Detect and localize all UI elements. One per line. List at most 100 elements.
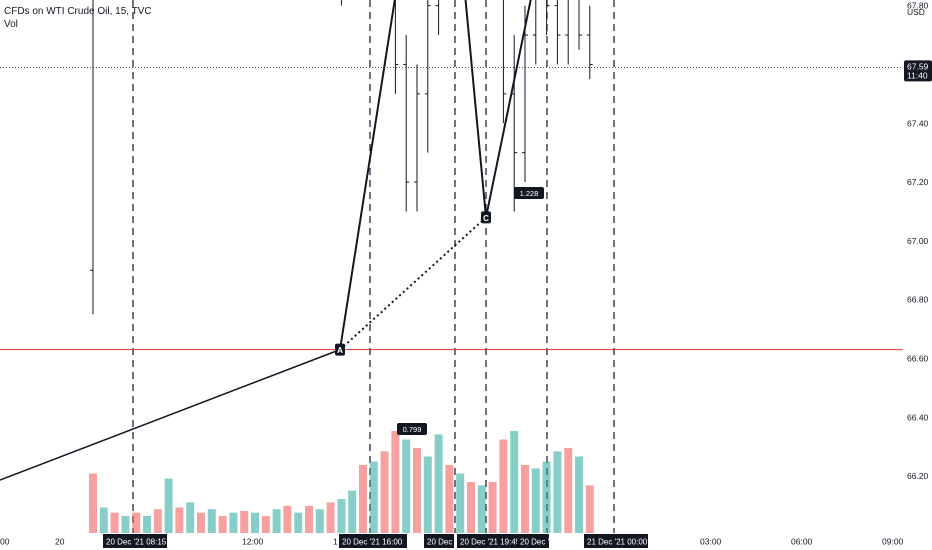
ohlc-bar bbox=[340, 0, 342, 6]
time-label-box bbox=[103, 534, 167, 548]
volume-bar bbox=[521, 465, 529, 533]
price-axis[interactable]: USD70.4070.2070.0069.8069.6069.4069.2069… bbox=[904, 0, 932, 481]
volume-bar bbox=[413, 448, 421, 533]
volume-bar bbox=[531, 468, 540, 533]
volume-bar bbox=[423, 456, 432, 533]
price-tick-label: 67.20 bbox=[907, 177, 929, 187]
volume-bar bbox=[229, 512, 238, 533]
ohlc-bar bbox=[511, 35, 518, 212]
time-label-box bbox=[457, 534, 521, 548]
time-axis-label: 20 bbox=[55, 537, 65, 547]
price-tick-label: 66.40 bbox=[907, 412, 929, 422]
ratio-badge-box bbox=[397, 423, 427, 435]
point-label: C bbox=[483, 214, 489, 223]
volume-bars bbox=[89, 431, 594, 533]
volume-bar bbox=[553, 451, 562, 533]
volume-bar bbox=[542, 461, 551, 533]
time-axis-label: 12:00 bbox=[242, 537, 264, 547]
price-tick-label: 67.40 bbox=[907, 118, 929, 128]
time-axis-label: 09:00 bbox=[882, 537, 904, 547]
price-tick-label: 66.80 bbox=[907, 295, 929, 305]
price-tick-label: 67.80 bbox=[907, 1, 929, 11]
volume-bar bbox=[315, 509, 324, 533]
ohlc-bar bbox=[522, 5, 528, 183]
trend-line[interactable] bbox=[0, 348, 341, 481]
bar-countdown: 11:40 bbox=[907, 70, 928, 80]
ohlc-bar bbox=[90, 0, 94, 315]
ratio-badge-text: 1.228 bbox=[520, 189, 539, 198]
ohlc-bar bbox=[414, 64, 420, 212]
volume-bar bbox=[305, 505, 313, 533]
volume-bar bbox=[89, 473, 97, 533]
ohlc-bar bbox=[502, 0, 507, 124]
volume-bar bbox=[143, 516, 151, 533]
ohlc-bar bbox=[532, 0, 537, 65]
pattern-legs bbox=[339, 0, 532, 350]
time-axis[interactable]: 00 20 20 Dec '21 08:15 12:00 1 20 Dec '21 16:… bbox=[0, 534, 904, 548]
volume-bar bbox=[272, 509, 281, 533]
time-label-box bbox=[584, 534, 648, 548]
volume-bar bbox=[445, 465, 454, 533]
volume-bar bbox=[456, 473, 465, 533]
volume-bar bbox=[186, 502, 195, 533]
time-axis-label: 00 bbox=[0, 537, 10, 547]
ohlc-bar bbox=[403, 35, 410, 212]
time-axis-label: 1 bbox=[333, 537, 338, 547]
volume-bar bbox=[510, 431, 519, 533]
ohlc-bar bbox=[586, 5, 593, 80]
ac-dotted-line bbox=[339, 216, 487, 351]
time-label-text: 20 bbox=[55, 537, 65, 547]
price-axis-background bbox=[903, 0, 932, 533]
volume-bar bbox=[564, 448, 573, 533]
time-axis-label: 03:00 bbox=[700, 537, 722, 547]
ratio-badge-text: 0.799 bbox=[403, 425, 422, 434]
time-label-text: 1 bbox=[333, 537, 338, 547]
time-label-text: 06:00 bbox=[791, 537, 813, 547]
ohlc-bar bbox=[565, 0, 569, 65]
volume-bar bbox=[132, 512, 141, 533]
volume-bar bbox=[337, 499, 346, 533]
symbol-title[interactable]: CFDs on WTI Crude Oil, 15, TVC bbox=[4, 6, 152, 17]
volume-bar bbox=[348, 490, 357, 533]
price-tick-label: 66.60 bbox=[907, 353, 929, 363]
volume-bar bbox=[369, 461, 378, 533]
time-axis-label: 20 Dec ' bbox=[424, 534, 457, 548]
volume-bar bbox=[477, 485, 486, 533]
ohlc-bar bbox=[578, 0, 582, 50]
volume-bar bbox=[294, 512, 303, 533]
volume-bar bbox=[488, 482, 497, 533]
time-label-text: 20 Dec '21 08:15 bbox=[106, 538, 167, 547]
time-axis-label: 20 Dec '21 08:15 bbox=[103, 534, 167, 548]
pattern-point-c: C bbox=[481, 211, 491, 224]
dashed-time-markers bbox=[132, 0, 615, 533]
ratio-badge-box bbox=[514, 187, 544, 199]
price-tick-label: 67.00 bbox=[907, 236, 929, 246]
volume-bar bbox=[121, 516, 130, 533]
time-axis-label: 20 Dec '21 21:45 bbox=[517, 534, 581, 548]
volume-bar bbox=[575, 456, 583, 533]
volume-bar bbox=[175, 507, 184, 533]
volume-bar bbox=[153, 509, 162, 533]
time-label-box bbox=[517, 534, 549, 548]
ratio-ac-badge: 0.799 bbox=[397, 423, 427, 435]
time-label-text: 20 Dec '21 16:00 bbox=[342, 538, 403, 547]
ohlc-bar bbox=[424, 0, 431, 153]
point-marker bbox=[335, 343, 345, 356]
volume-bar bbox=[218, 516, 227, 533]
volume-bar bbox=[99, 507, 108, 533]
price-tick-label: 66.20 bbox=[907, 471, 929, 481]
time-label-text: 20 Dec ' bbox=[427, 538, 457, 547]
ratio-bd-badge: 1.228 bbox=[514, 187, 544, 199]
time-label-text: 12:00 bbox=[242, 537, 264, 547]
volume-bar bbox=[402, 439, 411, 533]
time-label-text: 03:00 bbox=[700, 537, 722, 547]
time-label-text: 21 Dec '21 00:00 bbox=[587, 538, 648, 547]
ohlc-bar bbox=[546, 0, 550, 36]
price-unit-label: USD bbox=[907, 7, 925, 17]
volume-label: Vol bbox=[4, 19, 18, 30]
ohlc-bar bbox=[435, 0, 440, 36]
time-axis-label: 20 Dec '21 16:00 bbox=[339, 534, 407, 548]
volume-bar bbox=[359, 465, 367, 533]
